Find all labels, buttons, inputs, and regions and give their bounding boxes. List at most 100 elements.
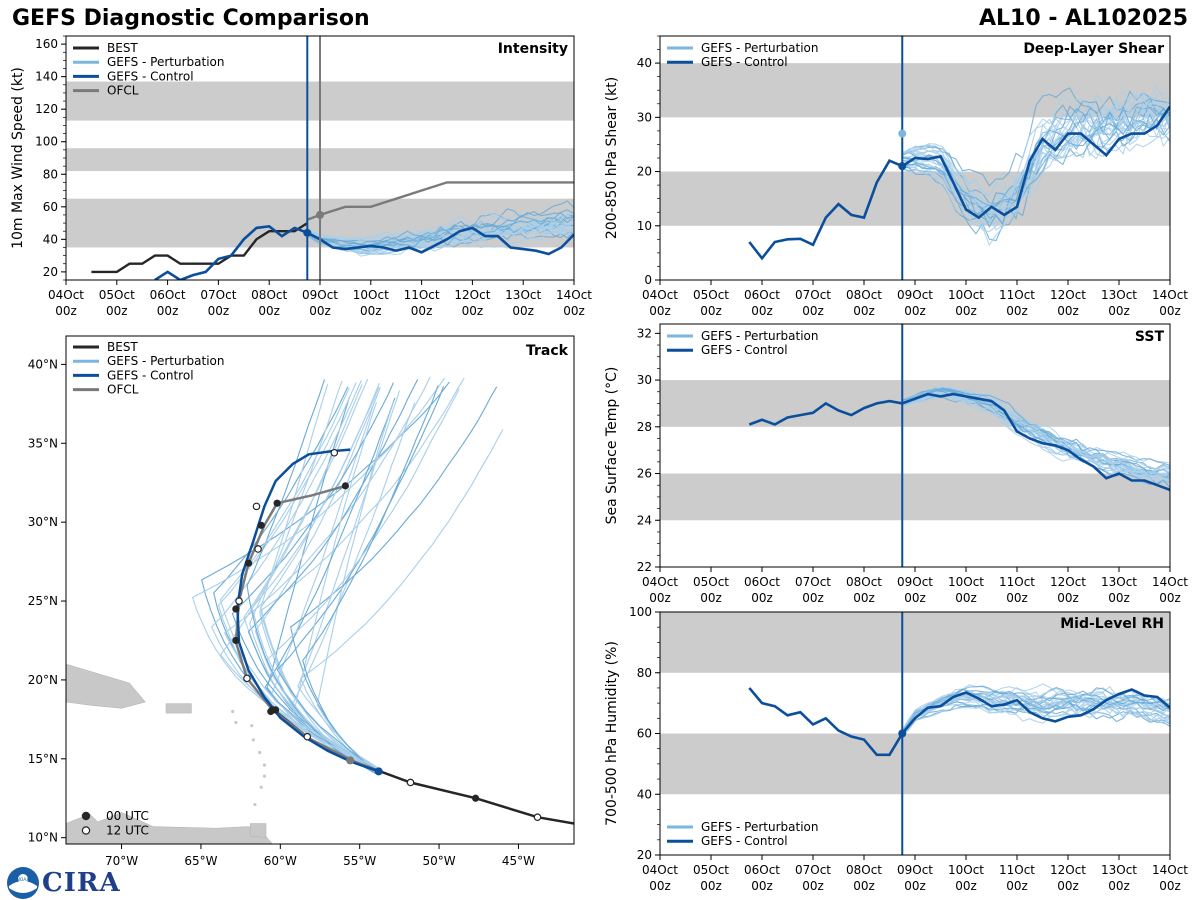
- perturbation-track: [297, 390, 401, 770]
- x-tick-label-hour: 00z: [1159, 591, 1181, 605]
- ofcl-12utc-dot: [252, 502, 261, 511]
- x-tick-label-hour: 00z: [751, 591, 773, 605]
- perturbation-track: [293, 402, 378, 771]
- best-12utc-dot: [303, 732, 312, 741]
- perturbation-track: [264, 397, 396, 772]
- x-tick-label-date: 09Oct: [897, 863, 933, 877]
- legend-label-pert: GEFS - Perturbation: [107, 354, 224, 368]
- y-tick-label: 10: [637, 219, 652, 233]
- y-tick-label: 28: [637, 420, 652, 434]
- legend-label-ofcl: OFCL: [107, 383, 139, 397]
- ctrl-series-line: [748, 687, 1170, 757]
- x-tick-label-date: 14Oct: [1152, 575, 1188, 589]
- legend-label-pert: GEFS - Perturbation: [701, 329, 818, 343]
- y-tick-label: 140: [35, 70, 58, 84]
- x-tick-label-hour: 00z: [802, 304, 824, 318]
- x-tick-label-hour: 00z: [1108, 304, 1130, 318]
- legend-label-pert: GEFS - Perturbation: [701, 41, 818, 55]
- x-tick-label: 50°W: [422, 854, 455, 868]
- panel-rh: 20 40 60 80 100 04Oct 00z 05Oct 00z 06Oct 00z 07Oct…: [604, 605, 1188, 893]
- y-tick-label: 30: [637, 373, 652, 387]
- ofcl-12utc-dot: [235, 597, 243, 605]
- perturbation-track: [246, 379, 378, 775]
- x-tick-label-hour: 00z: [106, 304, 128, 318]
- y-tick-label: 80: [43, 167, 58, 181]
- x-tick-label-date: 12Oct: [1050, 288, 1086, 302]
- x-tick-label-date: 08Oct: [846, 575, 882, 589]
- threshold-band: [660, 473, 1170, 521]
- x-tick-label-date: 05Oct: [99, 288, 135, 302]
- y-tick-label: 40: [637, 787, 652, 801]
- x-tick-label-date: 04Oct: [642, 288, 678, 302]
- x-tick-label-date: 08Oct: [251, 288, 287, 302]
- island: [250, 724, 254, 728]
- x-tick-label-date: 05Oct: [693, 288, 729, 302]
- y-axis-label: Sea Surface Temp (°C): [604, 367, 620, 525]
- perturbation-track: [300, 429, 504, 774]
- x-tick-label-date: 08Oct: [846, 863, 882, 877]
- x-tick-label-date: 13Oct: [1101, 288, 1137, 302]
- x-tick-label-hour: 00z: [700, 879, 722, 893]
- legend-label-ofcl: OFCL: [107, 84, 139, 98]
- x-tick-label-date: 04Oct: [642, 575, 678, 589]
- x-tick-label-hour: 00z: [1006, 591, 1028, 605]
- best-12utc-dot: [406, 778, 415, 787]
- perturbation-track: [231, 382, 394, 769]
- x-tick-label-date: 12Oct: [1050, 575, 1086, 589]
- y-tick-label: 40°N: [28, 357, 58, 371]
- legend-marker-label: 00 UTC: [106, 809, 149, 823]
- land-mass: [249, 823, 267, 838]
- x-tick-label-hour: 00z: [751, 304, 773, 318]
- panel-frame: [659, 323, 1171, 568]
- best-00utc-dot: [471, 794, 480, 802]
- x-tick-label-hour: 00z: [360, 304, 382, 318]
- perturbation-line: [901, 689, 1170, 732]
- x-tick-label-date: 06Oct: [744, 863, 780, 877]
- ofcl-00utc-dot: [341, 482, 349, 490]
- y-tick-label: 100: [35, 135, 58, 149]
- x-tick-label-hour: 00z: [649, 304, 671, 318]
- x-tick-label-hour: 00z: [853, 879, 875, 893]
- x-tick-label-hour: 00z: [853, 304, 875, 318]
- x-tick-label-hour: 00z: [1006, 304, 1028, 318]
- x-tick-label-date: 10Oct: [948, 288, 984, 302]
- perturbation-track: [316, 401, 395, 770]
- legend-label-pert: GEFS - Perturbation: [107, 55, 224, 69]
- perturbation-line: [902, 106, 1170, 216]
- x-tick-label-date: 07Oct: [795, 288, 831, 302]
- x-tick-label-hour: 00z: [649, 879, 671, 893]
- y-tick-label: 0: [644, 273, 652, 287]
- x-tick-label-date: 07Oct: [795, 575, 831, 589]
- perturbation-track: [201, 381, 450, 771]
- x-tick-label-date: 11Oct: [404, 288, 440, 302]
- x-tick-label: 70°W: [105, 854, 138, 868]
- island: [262, 774, 267, 778]
- panel-track: 70°W 65°W 60°W 55°W 50°W 45°W 10°N 15°N 20°N 25°N…: [28, 335, 575, 868]
- ofcl-init-dot: [346, 756, 355, 765]
- threshold-band: [660, 63, 1170, 118]
- x-tick-label-hour: 00z: [802, 591, 824, 605]
- x-tick-label-hour: 00z: [1057, 879, 1079, 893]
- perturbation-track: [247, 379, 419, 775]
- y-axis-label: 200-850 hPa Shear (kt): [604, 77, 620, 239]
- x-tick-label-date: 06Oct: [150, 288, 186, 302]
- y-tick-label: 100: [629, 605, 652, 619]
- island: [258, 750, 262, 755]
- x-tick-label-hour: 00z: [904, 304, 926, 318]
- x-tick-label-hour: 00z: [649, 591, 671, 605]
- threshold-band: [660, 733, 1170, 795]
- panel-title: Intensity: [498, 41, 568, 57]
- island: [262, 763, 267, 767]
- ofcl-00utc-dot: [257, 521, 265, 529]
- x-tick-label-hour: 00z: [55, 304, 77, 318]
- island: [253, 802, 257, 807]
- ctrl-series-line: [748, 392, 1170, 492]
- noaa-logo-icon: NOAA: [7, 867, 39, 899]
- legend-label-ctrl: GEFS - Control: [107, 368, 194, 382]
- svg-text:NOAA: NOAA: [16, 877, 30, 883]
- y-tick-label: 80: [637, 666, 652, 680]
- perturbation-line: [902, 94, 1170, 233]
- best-12utc-dot: [533, 813, 542, 821]
- y-tick-label: 40: [637, 56, 652, 70]
- x-tick-label-date: 11Oct: [999, 575, 1035, 589]
